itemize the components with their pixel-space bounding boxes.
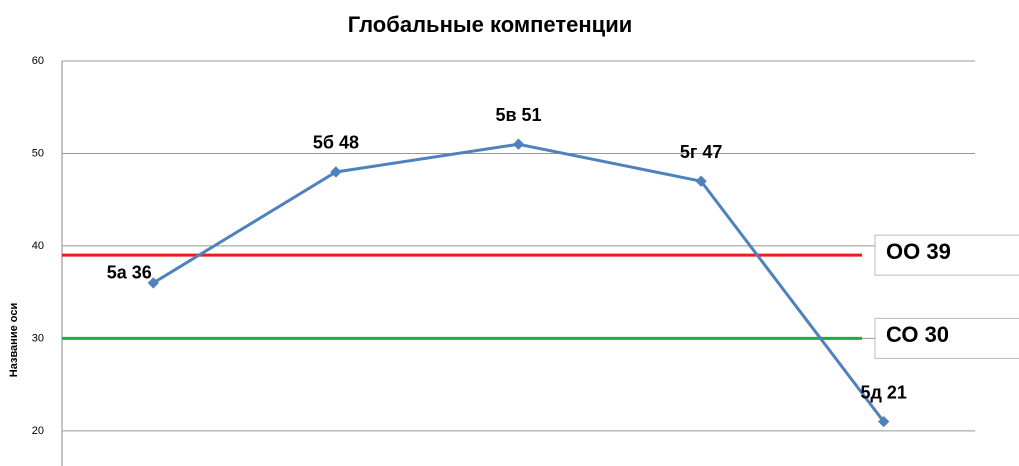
reference-label-box [874,234,1019,276]
y-axis-label: Название оси [8,303,20,377]
point-marker [695,175,707,187]
point-marker [147,277,159,289]
reference-label-box [874,317,1019,359]
y-tick-label: 50 [32,147,44,159]
reference-label: СО 30 [886,322,949,347]
point-marker [330,166,342,178]
point-marker [512,138,525,150]
data-label: 5д 21 [860,382,906,402]
y-tick-label: 40 [32,240,44,252]
chart-title: Глобальные компетенции [348,12,633,37]
data-label: 5б 48 [313,133,359,153]
data-label: 5г 47 [680,142,723,162]
data-label: 5в 51 [495,105,541,125]
data-label: 5а 36 [107,263,152,283]
reference-label: ОО 39 [886,239,951,264]
y-tick-label: 60 [32,55,44,67]
point-marker [878,415,890,428]
y-tick-label: 20 [32,425,44,437]
y-tick-label: 30 [32,332,44,344]
series-line [152,142,885,423]
